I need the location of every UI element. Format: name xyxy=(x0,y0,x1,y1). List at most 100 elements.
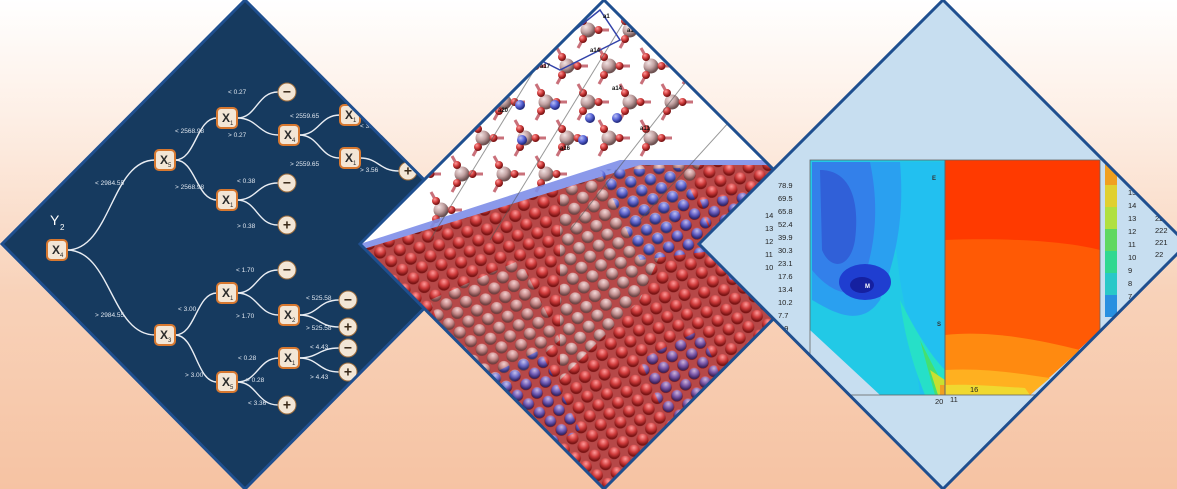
edge-label: > 0.28 xyxy=(246,377,265,384)
svg-text:+: + xyxy=(283,217,291,233)
edge-label: > 1.70 xyxy=(236,313,255,320)
colorbar-right xyxy=(1105,163,1117,317)
metal-atom xyxy=(622,94,638,110)
edge-label: > 0.38 xyxy=(237,223,256,230)
dopant-atom xyxy=(517,135,527,145)
tree-edge xyxy=(174,334,218,383)
oxygen-atom xyxy=(474,53,482,61)
oxygen-atom xyxy=(411,89,419,97)
svg-text:−: − xyxy=(344,292,352,308)
oxygen-atom xyxy=(699,62,708,70)
atom-label: a16 xyxy=(560,146,571,152)
tree-edge xyxy=(236,269,279,294)
oxygen-atom xyxy=(495,161,503,169)
svg-text:X: X xyxy=(222,193,230,207)
oxygen-atom xyxy=(516,53,524,61)
oxygen-atom xyxy=(537,89,545,97)
metal-atom xyxy=(601,130,617,146)
leaf-plus-icon: + xyxy=(338,362,358,382)
tree-edge xyxy=(236,292,280,316)
oxygen-atom xyxy=(495,89,503,97)
atom-label: a14 xyxy=(590,48,601,54)
contour-right xyxy=(945,160,1100,395)
metal-atom xyxy=(601,58,617,74)
left-scale-value: 39.9 xyxy=(778,233,793,242)
oxygen-atom xyxy=(579,35,587,43)
oxygen-atom xyxy=(621,89,629,97)
right-scale-index: 8 xyxy=(1128,279,1132,288)
oxygen-atom xyxy=(447,134,456,142)
right-scale-value: 221 xyxy=(1155,238,1168,247)
metal-atom xyxy=(412,94,428,110)
oxygen-atom xyxy=(426,26,435,34)
atom-label: a17 xyxy=(540,64,551,70)
tree-edge xyxy=(236,357,280,383)
edge-label: < 3.00 xyxy=(178,306,197,313)
oxygen-atom xyxy=(558,53,566,61)
metal-atom xyxy=(475,130,491,146)
left-scale-value: 7.7 xyxy=(778,311,788,320)
tree-edge xyxy=(359,157,400,172)
svg-text:X: X xyxy=(284,128,292,142)
svg-text:2: 2 xyxy=(292,318,296,324)
oxygen-atom xyxy=(594,98,603,106)
region-mark: S xyxy=(937,322,941,328)
oxygen-atom xyxy=(600,71,608,79)
region-mark: M xyxy=(865,284,870,290)
edge-label: < 2559.65 xyxy=(290,113,319,120)
oxygen-atom xyxy=(558,143,566,151)
oxygen-atom xyxy=(495,179,503,187)
oxygen-atom xyxy=(537,107,545,115)
svg-text:−: − xyxy=(283,175,291,191)
svg-text:X: X xyxy=(222,286,230,300)
edge-label: > 0.27 xyxy=(228,132,247,139)
oxygen-atom xyxy=(558,125,566,133)
svg-text:X: X xyxy=(160,328,168,342)
dopant-atom xyxy=(612,113,622,123)
oxygen-atom xyxy=(657,62,666,70)
right-scale-index: 9 xyxy=(1128,266,1132,275)
svg-text:−: − xyxy=(283,84,291,100)
leaf-minus-icon: − xyxy=(338,290,358,310)
edge-label: < 2984.55 xyxy=(95,180,124,187)
edge-label: < 4.43 xyxy=(310,344,329,351)
right-scale-index: 10 xyxy=(1128,253,1136,262)
metal-atom xyxy=(496,166,512,182)
dopant-atom xyxy=(550,100,560,110)
dopant-atom xyxy=(515,100,525,110)
metal-atom xyxy=(454,166,470,182)
metal-atom xyxy=(559,130,575,146)
region-mark: E xyxy=(932,176,936,182)
svg-text:+: + xyxy=(344,364,352,380)
oxygen-atom xyxy=(642,143,650,151)
tree-edge xyxy=(236,199,279,226)
contour-left xyxy=(810,160,945,395)
tree-edge xyxy=(298,134,341,159)
edge-label: > 2559.65 xyxy=(290,161,319,168)
oxygen-atom xyxy=(453,107,461,115)
svg-text:1: 1 xyxy=(292,361,296,367)
oxygen-atom xyxy=(453,17,461,25)
left-scale-value: 69.5 xyxy=(778,194,793,203)
oxygen-atom xyxy=(432,197,440,205)
edge-label: > 2568.98 xyxy=(175,184,204,191)
left-scale-index: 13 xyxy=(765,224,773,233)
oxygen-atom xyxy=(468,170,477,178)
oxygen-atom xyxy=(621,35,629,43)
oxygen-atom xyxy=(642,125,650,133)
svg-text:1: 1 xyxy=(353,161,357,167)
oxygen-atom xyxy=(600,125,608,133)
edge-label: < 0.28 xyxy=(238,355,257,362)
right-scale-index: 14 xyxy=(1128,201,1136,210)
left-scale-index: 12 xyxy=(765,237,773,246)
svg-text:X: X xyxy=(222,375,230,389)
edge-label: > 3.56 xyxy=(360,167,379,174)
oxygen-atom xyxy=(594,26,603,34)
